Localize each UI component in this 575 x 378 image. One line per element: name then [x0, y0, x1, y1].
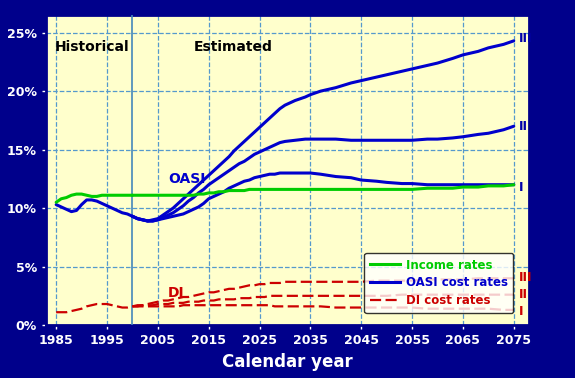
Text: DI: DI: [168, 287, 185, 301]
Legend: Income rates, OASI cost rates, DI cost rates: Income rates, OASI cost rates, DI cost r…: [364, 253, 513, 313]
X-axis label: Calendar year: Calendar year: [222, 353, 353, 371]
Text: II: II: [519, 120, 528, 133]
Text: I: I: [519, 305, 523, 318]
Text: III: III: [519, 32, 532, 45]
Text: II: II: [519, 288, 528, 301]
Text: III: III: [519, 271, 532, 284]
Text: Estimated: Estimated: [193, 40, 273, 54]
Text: OASI: OASI: [168, 172, 205, 186]
Text: Historical: Historical: [55, 40, 129, 54]
Text: I: I: [519, 181, 523, 194]
